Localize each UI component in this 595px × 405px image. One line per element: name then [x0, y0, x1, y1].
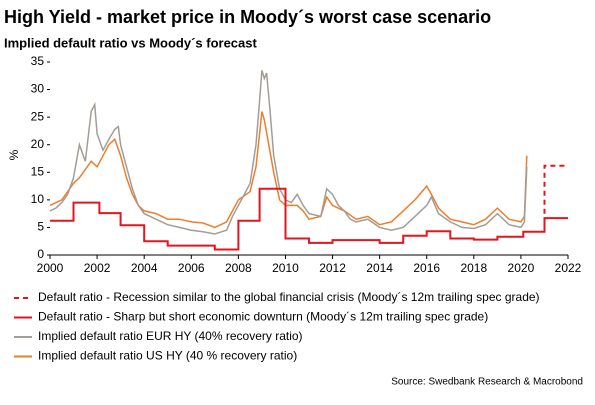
- y-tick-label: 15: [31, 164, 45, 178]
- series-line: [543, 164, 568, 232]
- y-tick-label: 0: [37, 247, 44, 261]
- y-tick-label: 25: [31, 109, 45, 123]
- legend-label: Default ratio - Recession similar to the…: [38, 290, 540, 304]
- y-tick-label: 5: [37, 220, 44, 234]
- x-tick-label: 2004: [131, 261, 158, 275]
- chart-subtitle: Implied default ratio vs Moody´s forecas…: [4, 35, 257, 50]
- legend-label: Default ratio - Sharp but short economic…: [38, 310, 488, 324]
- source: Source: Swedbank Research & Macrobond: [391, 377, 583, 388]
- legend-label: Implied default ratio US HY (40 % recove…: [38, 349, 297, 363]
- x-tick-label: 2022: [555, 261, 582, 275]
- y-axis-label: %: [7, 149, 21, 160]
- series-line: [50, 187, 568, 251]
- y-tick-label: 20: [31, 137, 45, 151]
- series-line: [49, 111, 528, 229]
- chart-title: High Yield - market price in Moody´s wor…: [4, 7, 491, 27]
- y-tick-label: 30: [31, 82, 45, 96]
- x-tick-label: 2006: [178, 261, 205, 275]
- x-tick-label: 2012: [319, 261, 346, 275]
- x-tick-label: 2008: [225, 261, 252, 275]
- x-tick-label: 2020: [508, 261, 535, 275]
- y-tick-label: 35: [31, 54, 45, 68]
- legend-label: Implied default ratio EUR HY (40% recove…: [38, 329, 303, 343]
- x-tick-label: 2014: [366, 261, 393, 275]
- x-tick-label: 2002: [84, 261, 111, 275]
- y-tick-label: 10: [31, 192, 45, 206]
- x-tick-label: 2000: [37, 261, 64, 275]
- x-tick-label: 2010: [272, 261, 299, 275]
- x-tick-label: 2018: [460, 261, 487, 275]
- series-line: [49, 70, 528, 235]
- x-tick-label: 2016: [413, 261, 440, 275]
